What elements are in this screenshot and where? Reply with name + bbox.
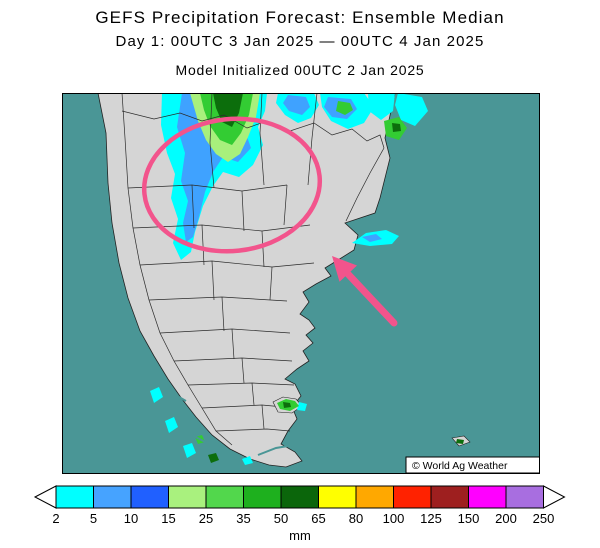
- legend-right-arrow-cap: [543, 485, 566, 509]
- legend-tick-label: 15: [161, 511, 176, 526]
- legend-tick-label: 35: [236, 511, 251, 526]
- legend-tick-label: 100: [382, 511, 405, 526]
- map-border: [62, 93, 540, 474]
- model-init-line: Model Initialized 00UTC 2 Jan 2025: [175, 62, 425, 78]
- map-canvas: © World Ag Weather: [62, 92, 541, 474]
- legend-tick-label: 50: [273, 511, 289, 526]
- legend-color-segment: [130, 485, 169, 509]
- legend-tick-label: 10: [123, 511, 139, 526]
- legend-unit-label: mm: [289, 528, 311, 543]
- highlight-arrow-annotation: [332, 256, 398, 327]
- watermark: © World Ag Weather: [405, 456, 541, 474]
- falkland-islands: [272, 396, 307, 414]
- legend-tick-label: 200: [495, 511, 517, 526]
- legend-color-segment: [393, 485, 432, 509]
- legend-tick-label: 25: [198, 511, 214, 526]
- legend-tick-label: 5: [89, 511, 98, 526]
- legend-tick-label: 80: [348, 511, 364, 526]
- legend-color-segment: [505, 485, 544, 509]
- highlight-ellipse-annotation: [141, 116, 323, 254]
- legend-color-segment: [280, 485, 319, 509]
- legend-color-segment: [468, 485, 507, 509]
- legend-tick-label: 150: [457, 511, 480, 526]
- legend-tick-label: 125: [420, 511, 442, 526]
- south-georgia-island: [451, 435, 471, 447]
- fjord-channels: [171, 392, 295, 456]
- legend-color-segment: [355, 485, 394, 509]
- forecast-period-subtitle: Day 1: 00UTC 3 Jan 2025 — 00UTC 4 Jan 20…: [115, 33, 485, 50]
- legend-tick-label: 2: [52, 511, 60, 526]
- legend-bar-svg: [33, 485, 566, 509]
- map-frame: © World Ag Weather: [62, 92, 541, 474]
- legend-color-segment: [205, 485, 244, 509]
- watermark-text: © World Ag Weather: [412, 460, 508, 472]
- legend-left-arrow-cap: [33, 485, 57, 509]
- legend-color-segment: [55, 485, 94, 509]
- legend-ticks: 2 5 10 15 25 35 50 65 80 100 125 150 200 250: [0, 511, 600, 527]
- page-title: GEFS Precipitation Forecast: Ensemble Me…: [95, 8, 505, 27]
- precip-overlay: [150, 93, 428, 465]
- legend: 2 5 10 15 25 35 50 65 80 100 125 150 200 250 mm: [0, 484, 600, 548]
- legend-color-segment: [430, 485, 469, 509]
- legend-tick-label: 65: [311, 511, 326, 526]
- legend-tick-label: 250: [532, 511, 555, 526]
- legend-color-segment: [243, 485, 282, 509]
- legend-color-segment: [318, 485, 357, 509]
- legend-color-segment: [168, 485, 207, 509]
- admin-borders: [121, 92, 385, 446]
- legend-color-segment: [93, 485, 132, 509]
